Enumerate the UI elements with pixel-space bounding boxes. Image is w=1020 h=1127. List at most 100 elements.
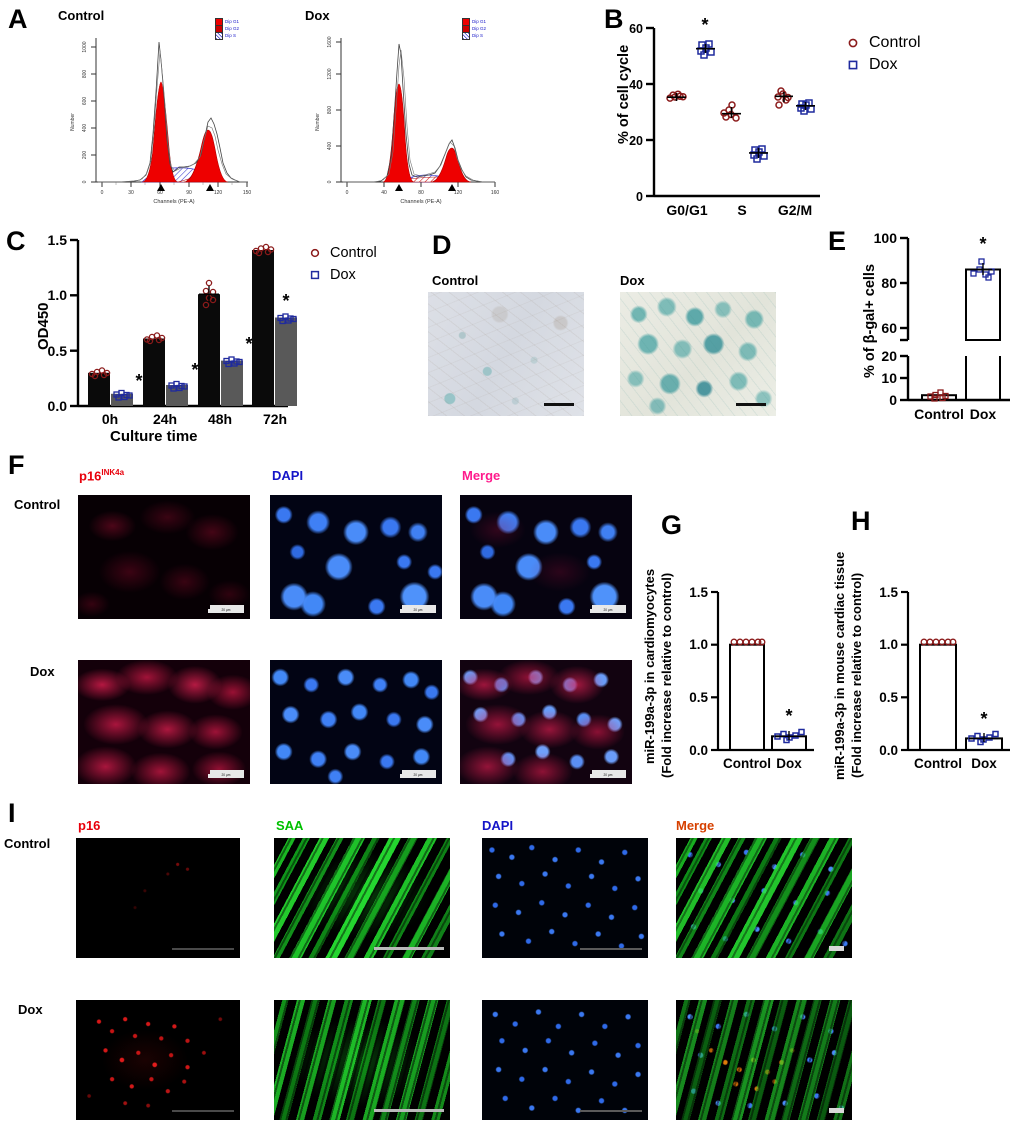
svg-text:120: 120 — [454, 190, 463, 196]
svg-text:1.0: 1.0 — [879, 637, 898, 652]
panelI-row-label-control: Control — [4, 836, 51, 851]
panelC-xlabel: Culture time — [110, 428, 198, 445]
legend-entry-dox: Dox — [310, 264, 377, 286]
legend-label-dip-g1: Dip G1 — [225, 19, 240, 24]
svg-text:1.0: 1.0 — [48, 287, 68, 303]
bar-dox-72h — [275, 317, 297, 406]
panel-letter-e: E — [828, 226, 846, 256]
svg-text:90: 90 — [186, 190, 192, 196]
svg-text:0.5: 0.5 — [879, 690, 898, 705]
svg-text:800: 800 — [82, 70, 88, 79]
points-control-72h — [252, 243, 275, 257]
bar-control — [921, 394, 957, 401]
panelD-label-control: Control — [432, 273, 479, 288]
panelI-image-control-merge — [676, 838, 852, 958]
scale-bar — [736, 403, 766, 406]
panelF-image-dox-dapi: 20 µm — [270, 660, 442, 784]
panelE-xtick-dox: Dox — [970, 406, 997, 422]
panelB-chart: 0 20 40 60 % of cell cycle G0/G1 S G2/M * — [616, 15, 820, 218]
panelB-legend: Control Dox — [848, 32, 921, 76]
legend-circle-icon — [848, 38, 858, 48]
panelF-image-dox-p16: 20 µm — [78, 660, 250, 784]
legend-circle-icon — [310, 248, 320, 258]
panelF-image-control-p16: 20 µm — [78, 495, 250, 619]
panel-letter-d: D — [432, 230, 452, 260]
svg-text:120: 120 — [214, 190, 223, 196]
panelF-image-control-dapi: 20 µm — [270, 495, 442, 619]
panel-letter-f: F — [8, 450, 25, 480]
legend-label-dip-s: Dip S — [472, 33, 484, 38]
panelB-xtick-g2m: G2/M — [778, 202, 812, 218]
panelI-channel-label-dapi: DAPI — [482, 818, 514, 833]
svg-text:1000: 1000 — [82, 41, 88, 52]
panelA-histogram-control: 0 200 400 600 800 1000 Number 0 30 60 90 12… — [70, 38, 251, 205]
bar-control-0h — [88, 372, 110, 406]
panel-letter-b: B — [604, 4, 624, 34]
marker-g2 — [448, 184, 456, 191]
svg-text:0: 0 — [82, 180, 88, 183]
scale-text: 20 µm — [400, 774, 436, 778]
svg-text:0.0: 0.0 — [48, 398, 68, 414]
svg-text:0.5: 0.5 — [48, 343, 68, 359]
panelH-xtick-dox: Dox — [971, 756, 997, 771]
panelF-image-dox-merge: 20 µm — [460, 660, 632, 784]
bar-control-24h — [143, 338, 165, 406]
panelI-image-control-p16 — [76, 838, 240, 958]
svg-text:Channels (PE-A): Channels (PE-A) — [400, 199, 441, 205]
legend-label-dox: Dox — [869, 56, 898, 73]
svg-text:0: 0 — [327, 180, 333, 183]
bar-dox-upper — [965, 268, 1001, 341]
svg-text:0.0: 0.0 — [879, 743, 898, 758]
panelI-channel-label-saa: SAA — [276, 818, 304, 833]
panelF-channel-label-dapi: DAPI — [272, 468, 304, 483]
panelB-points-control-g2m — [774, 87, 792, 109]
bar-control-48h — [198, 294, 220, 406]
bar-control — [919, 643, 957, 751]
legend-swatch-dip-s — [462, 31, 470, 40]
panelG-chart: 0.0 0.5 1.0 1.5 * Control Dox — [689, 585, 814, 771]
p16-text: p16 — [79, 468, 102, 484]
panelH-chart: 0.0 0.5 1.0 1.5 * Control Dox — [879, 585, 1010, 771]
svg-text:60: 60 — [881, 320, 897, 336]
panelI-channel-label-merge: Merge — [676, 818, 715, 833]
star-72h: * — [282, 291, 289, 311]
svg-text:100: 100 — [874, 230, 898, 246]
scale-text: 20 µm — [208, 609, 244, 613]
legend-entry-control: Control — [310, 242, 377, 264]
svg-text:1.5: 1.5 — [48, 232, 68, 248]
scale-text: 20 µm — [590, 774, 626, 778]
panelC-xtick-0h: 0h — [102, 411, 118, 427]
marker-g1 — [157, 184, 165, 191]
panelA-title-control: Control — [58, 8, 105, 23]
panelI-row-label-dox: Dox — [18, 1002, 43, 1017]
p16-superscript: INK4a — [101, 468, 125, 477]
points-control — [920, 638, 957, 646]
panelA-histogram-dox: 0 400 800 1200 1600 Number 0 40 80 120 160 … — [315, 36, 499, 205]
points-dox-24h — [168, 380, 188, 392]
svg-text:1600: 1600 — [327, 36, 333, 47]
panelH-ylabel-line1: miR-199a-3p in mouse cardiac tissue — [832, 551, 847, 780]
panelB-xtick-g0g1: G0/G1 — [666, 202, 707, 218]
legend-entry-control: Control — [848, 32, 921, 54]
panel-letter-i: I — [8, 798, 16, 828]
svg-text:200: 200 — [82, 151, 88, 160]
panelC-chart: 0.0 0.5 1.0 1.5 OD450 * * * — [35, 232, 297, 427]
panelA-legend-left: Dip G1 Dip G2 Dip S — [215, 17, 240, 40]
panelD-label-dox: Dox — [620, 273, 645, 288]
panelB-xtick-s: S — [737, 202, 746, 218]
panelA-title-dox: Dox — [305, 8, 330, 23]
svg-text:0.5: 0.5 — [689, 690, 708, 705]
panelI-channel-label-p16: p16 — [78, 818, 101, 833]
legend-label-control: Control — [330, 245, 377, 261]
panelE-xtick-control: Control — [914, 406, 964, 422]
panelB-points-control-s — [720, 101, 740, 122]
panelG-significance-star: * — [785, 706, 792, 726]
bar-dox-48h — [221, 360, 243, 406]
legend-swatch-dip-s — [215, 31, 223, 40]
panelE-significance-star: * — [979, 234, 986, 254]
svg-text:10: 10 — [881, 370, 897, 386]
panelI-image-dox-p16 — [76, 1000, 240, 1120]
svg-text:1.0: 1.0 — [689, 637, 708, 652]
star-0h: * — [135, 371, 142, 391]
star-24h: * — [191, 360, 198, 380]
